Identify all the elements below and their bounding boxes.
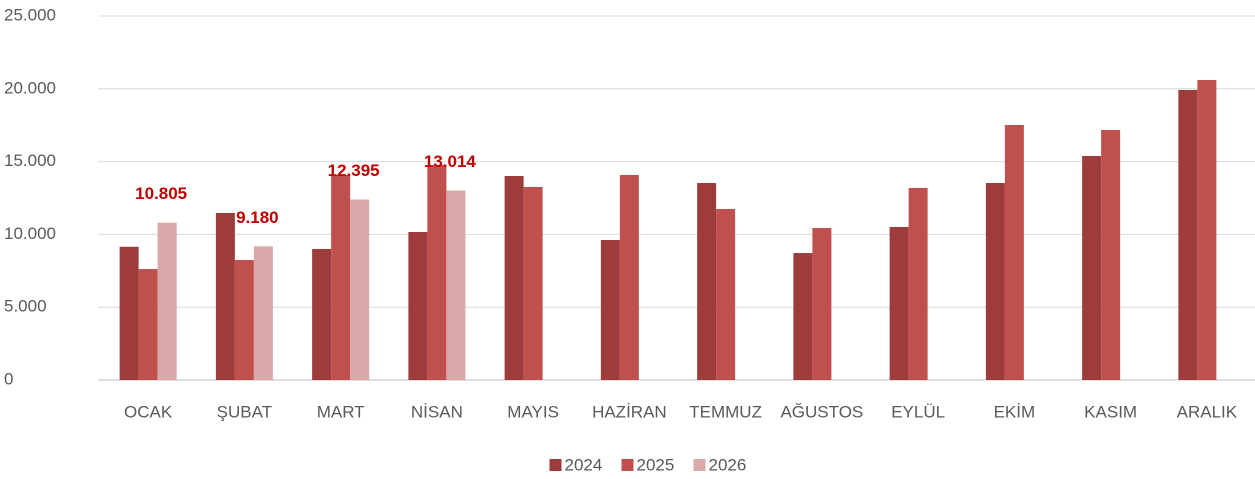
bar bbox=[908, 187, 928, 380]
bar bbox=[350, 199, 370, 380]
x-tick-label: MAYIS bbox=[507, 402, 559, 421]
legend-swatch bbox=[549, 459, 562, 471]
bar bbox=[138, 269, 158, 380]
bar bbox=[215, 212, 235, 380]
x-tick-label: EYLÜL bbox=[891, 402, 945, 421]
bar bbox=[119, 246, 139, 380]
bar bbox=[504, 176, 524, 380]
y-tick-label: 15.000 bbox=[4, 151, 56, 170]
bar bbox=[157, 222, 177, 380]
bar bbox=[793, 253, 813, 380]
bar bbox=[889, 226, 909, 380]
bar bbox=[253, 246, 273, 380]
bar bbox=[427, 164, 447, 380]
x-tick-label: NİSAN bbox=[411, 402, 463, 421]
x-tick-label: HAZİRAN bbox=[592, 402, 667, 421]
data-label: 12.395 bbox=[328, 161, 380, 180]
bar bbox=[985, 183, 1005, 380]
legend-label: 2025 bbox=[637, 455, 675, 474]
bar bbox=[812, 227, 832, 380]
x-tick-label: AĞUSTOS bbox=[780, 402, 863, 421]
bar bbox=[600, 240, 620, 380]
x-tick-label: EKİM bbox=[994, 402, 1036, 421]
x-tick-label: KASIM bbox=[1084, 402, 1137, 421]
data-label: 9.180 bbox=[236, 208, 279, 227]
legend-label: 2026 bbox=[709, 455, 747, 474]
bar bbox=[408, 231, 428, 380]
x-tick-label: ARALIK bbox=[1177, 402, 1238, 421]
legend-swatch bbox=[621, 459, 634, 471]
y-tick-label: 10.000 bbox=[4, 224, 56, 243]
y-tick-label: 5.000 bbox=[4, 297, 47, 316]
bar bbox=[1197, 79, 1217, 380]
y-tick-label: 0 bbox=[4, 369, 13, 388]
bar bbox=[331, 174, 351, 380]
legend-label: 2024 bbox=[565, 455, 603, 474]
bar bbox=[312, 248, 332, 380]
bar bbox=[1082, 155, 1102, 380]
bar bbox=[523, 187, 543, 380]
bar bbox=[697, 183, 717, 380]
legend-swatch bbox=[693, 459, 706, 471]
bar bbox=[1178, 89, 1198, 381]
x-tick-label: MART bbox=[317, 402, 365, 421]
bar bbox=[716, 208, 736, 380]
x-tick-label: ŞUBAT bbox=[217, 402, 272, 421]
bar bbox=[1004, 124, 1024, 380]
data-label: 10.805 bbox=[135, 184, 187, 203]
y-tick-label: 20.000 bbox=[4, 78, 56, 97]
bar bbox=[1101, 130, 1121, 380]
bar bbox=[234, 260, 254, 380]
x-tick-label: OCAK bbox=[124, 402, 173, 421]
y-tick-label: 25.000 bbox=[4, 5, 56, 24]
data-label: 13.014 bbox=[424, 152, 477, 171]
bar bbox=[619, 174, 639, 380]
x-tick-label: TEMMUZ bbox=[689, 402, 762, 421]
bar bbox=[446, 190, 466, 380]
